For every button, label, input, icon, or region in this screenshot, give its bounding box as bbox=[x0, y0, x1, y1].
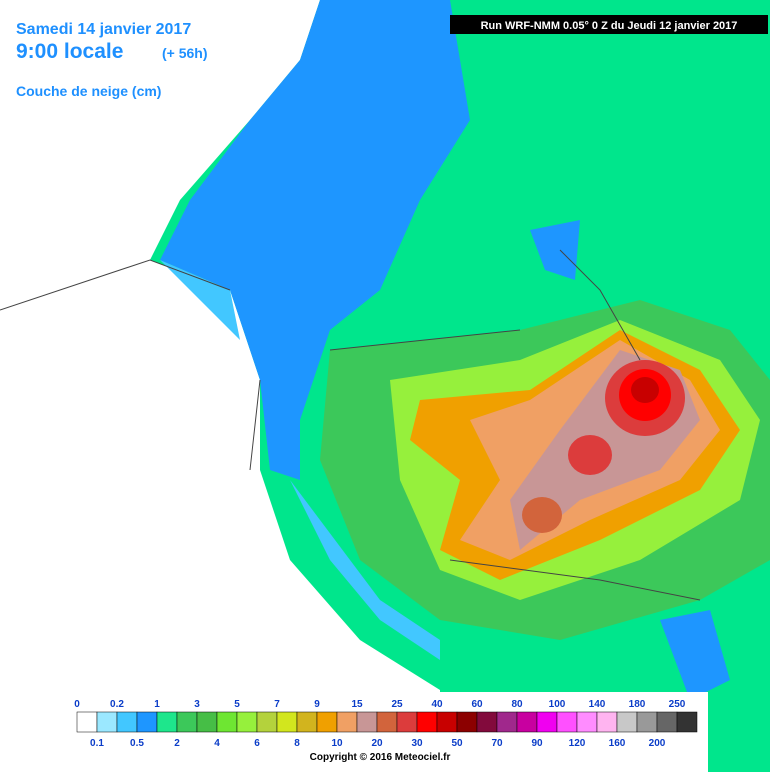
snow-dark-orange bbox=[522, 497, 562, 533]
legend-swatch bbox=[76, 711, 98, 733]
snow-blue bbox=[660, 610, 730, 700]
legend-label: 30 bbox=[411, 738, 423, 749]
date: Samedi 14 janvier 2017 bbox=[16, 21, 191, 38]
legend-label: 120 bbox=[569, 738, 586, 749]
copyright: Copyright © 2016 Meteociel.fr bbox=[310, 752, 451, 763]
legend-swatch bbox=[456, 711, 478, 733]
run-box bbox=[450, 15, 768, 34]
legend-label: 160 bbox=[609, 738, 626, 749]
legend-swatch bbox=[356, 711, 378, 733]
legend-swatch bbox=[116, 711, 138, 733]
legend-label: 80 bbox=[511, 699, 523, 710]
legend-label: 60 bbox=[471, 699, 483, 710]
legend-swatch bbox=[136, 711, 158, 733]
snow-light-blue bbox=[290, 480, 440, 660]
legend-label: 10 bbox=[331, 738, 343, 749]
legend-label: 40 bbox=[431, 699, 443, 710]
legend-label: 70 bbox=[491, 738, 503, 749]
legend-label: 0.2 bbox=[110, 699, 124, 710]
snow-blue bbox=[530, 220, 580, 280]
legend-swatch bbox=[276, 711, 298, 733]
legend-swatch bbox=[396, 711, 418, 733]
legend-swatch bbox=[536, 711, 558, 733]
legend-label: 8 bbox=[294, 738, 300, 749]
legend-label: 7 bbox=[274, 699, 280, 710]
legend-label: 0.5 bbox=[130, 738, 144, 749]
legend-label: 1 bbox=[154, 699, 160, 710]
legend-swatch bbox=[96, 711, 118, 733]
snow-light-blue bbox=[160, 260, 240, 340]
snow-red bbox=[568, 435, 612, 475]
legend-swatch bbox=[616, 711, 638, 733]
legend-label: 6 bbox=[254, 738, 260, 749]
run-info: Run WRF-NMM 0.05° 0 Z du Jeudi 12 janvie… bbox=[481, 20, 738, 32]
land-no-snow bbox=[0, 260, 440, 772]
legend-swatch bbox=[636, 711, 658, 733]
lead: (+ 56h) bbox=[162, 45, 208, 61]
layer: Couche de neige (cm) bbox=[16, 83, 161, 99]
legend-label: 9 bbox=[314, 699, 320, 710]
legend-swatch bbox=[596, 711, 618, 733]
legend-swatch bbox=[256, 711, 278, 733]
legend-swatch bbox=[516, 711, 538, 733]
legend-swatch bbox=[576, 711, 598, 733]
legend-swatch bbox=[436, 711, 458, 733]
legend-label: 90 bbox=[531, 738, 543, 749]
legend-swatch bbox=[336, 711, 358, 733]
legend-label: 4 bbox=[214, 738, 220, 749]
legend-swatch bbox=[476, 711, 498, 733]
legend-swatch bbox=[676, 711, 698, 733]
legend-swatch bbox=[296, 711, 318, 733]
legend-swatch bbox=[416, 711, 438, 733]
legend-label: 0 bbox=[74, 699, 80, 710]
legend-label: 140 bbox=[589, 699, 606, 710]
legend-swatch bbox=[196, 711, 218, 733]
time: 9:00 locale bbox=[16, 40, 123, 63]
land-no-snow bbox=[0, 0, 320, 310]
legend-label: 100 bbox=[549, 699, 566, 710]
legend-label: 250 bbox=[669, 699, 686, 710]
legend-label: 20 bbox=[371, 738, 383, 749]
legend-label: 3 bbox=[194, 699, 200, 710]
legend-swatch bbox=[376, 711, 398, 733]
legend-swatch bbox=[216, 711, 238, 733]
legend-label: 15 bbox=[351, 699, 363, 710]
legend-label: 50 bbox=[451, 738, 463, 749]
legend-label: 180 bbox=[629, 699, 646, 710]
legend-label: 2 bbox=[174, 738, 180, 749]
legend-swatch bbox=[176, 711, 198, 733]
legend: 0 0.1 0.2 0.5 1 2 3 4 5 6 7 8 9 10 15 20 25 30 40 50 60 70 80 9… bbox=[74, 699, 698, 749]
legend-swatch bbox=[656, 711, 678, 733]
legend-label: 5 bbox=[234, 699, 240, 710]
legend-label: 0.1 bbox=[90, 738, 104, 749]
legend-swatch bbox=[316, 711, 338, 733]
legend-swatch bbox=[236, 711, 258, 733]
legend-label: 200 bbox=[649, 738, 666, 749]
borders bbox=[0, 249, 701, 601]
legend-swatch bbox=[556, 711, 578, 733]
legend-swatch bbox=[496, 711, 518, 733]
snow-dark-red bbox=[631, 377, 659, 403]
snow-blue bbox=[160, 0, 470, 480]
legend-swatch bbox=[156, 711, 178, 733]
legend-label: 25 bbox=[391, 699, 403, 710]
